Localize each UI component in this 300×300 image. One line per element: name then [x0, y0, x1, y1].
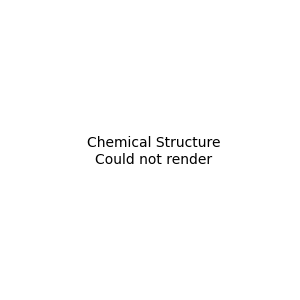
Text: Chemical Structure
Could not render: Chemical Structure Could not render [87, 136, 220, 166]
